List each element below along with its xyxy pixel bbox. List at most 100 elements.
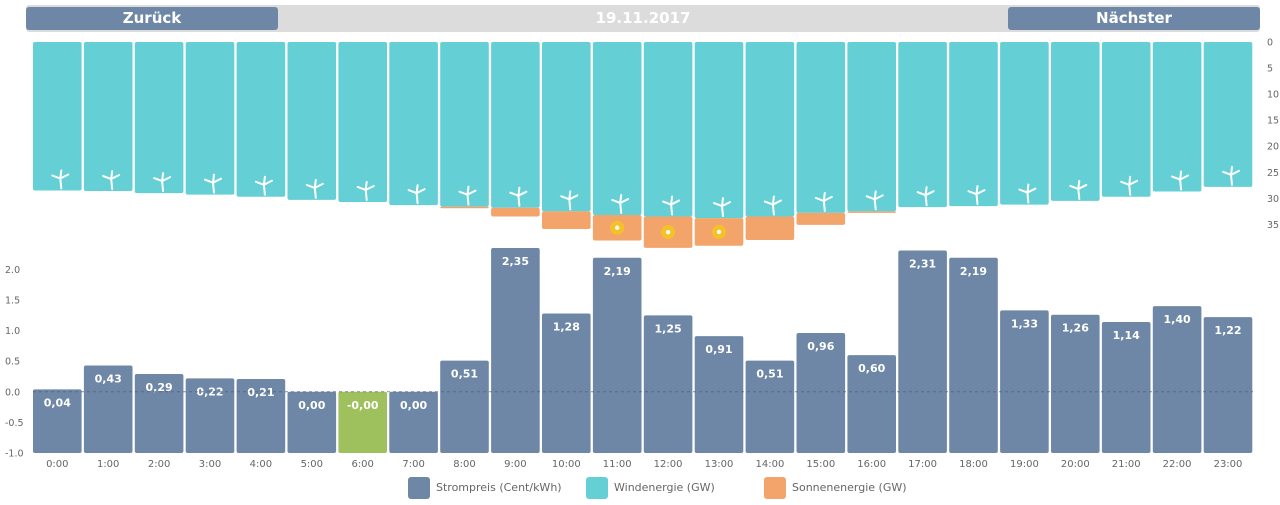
price-bar[interactable] [694, 336, 744, 453]
wind-bar[interactable] [643, 42, 693, 217]
price-bar[interactable] [440, 360, 489, 453]
energy-y-tick-label: 25 [1267, 168, 1279, 179]
solar-bar[interactable] [491, 207, 540, 217]
wind-bar[interactable] [440, 42, 489, 207]
x-tick-label: 12:00 [654, 459, 683, 470]
x-tick-label: 15:00 [806, 459, 835, 470]
wind-bar[interactable] [745, 42, 795, 217]
x-tick-label: 0:00 [46, 459, 68, 470]
price-data-label: 0,00 [400, 399, 427, 412]
x-tick-label: 18:00 [959, 459, 988, 470]
price-bar[interactable] [491, 248, 540, 453]
wind-turbine-icon [51, 169, 70, 190]
x-tick-label: 17:00 [908, 459, 937, 470]
x-tick-label: 20:00 [1061, 459, 1090, 470]
wind-bar[interactable] [185, 42, 235, 195]
price-bar[interactable] [1203, 317, 1253, 453]
price-y-tick-label: 1.0 [5, 326, 20, 337]
wind-bar[interactable] [1152, 42, 1202, 192]
wind-bar[interactable] [33, 42, 82, 191]
x-tick-label: 7:00 [402, 459, 424, 470]
price-y-tick-label: -1.0 [5, 449, 24, 460]
energy-y-tick-label: 15 [1267, 116, 1279, 127]
price-bar[interactable] [83, 365, 133, 453]
price-data-label: 0,51 [756, 368, 783, 381]
back-button[interactable]: Zurück [26, 7, 278, 30]
x-tick-label: 3:00 [199, 459, 221, 470]
price-bar[interactable] [643, 315, 693, 453]
solar-bar[interactable] [745, 216, 795, 240]
x-tick-label: 13:00 [705, 459, 734, 470]
solar-bar[interactable] [542, 211, 591, 230]
price-bar[interactable] [592, 257, 642, 453]
price-data-label: 0,00 [298, 399, 325, 412]
price-bar[interactable] [898, 250, 947, 453]
energy-y-tick-label: 10 [1267, 90, 1279, 101]
wind-bar[interactable] [1101, 42, 1151, 197]
price-data-label: 1,25 [655, 322, 682, 335]
x-tick-label: 10:00 [552, 459, 581, 470]
solar-bar[interactable] [440, 206, 489, 209]
wind-bar[interactable] [236, 42, 286, 197]
wind-turbine-icon [1222, 165, 1240, 186]
wind-turbine-icon [967, 185, 986, 206]
price-bar[interactable] [338, 391, 387, 453]
x-tick-label: 23:00 [1214, 459, 1243, 470]
price-bar[interactable] [542, 313, 591, 453]
wind-bar[interactable] [1051, 42, 1100, 201]
price-bar[interactable] [1101, 322, 1151, 453]
price-data-label: 2,35 [502, 255, 529, 268]
price-bar[interactable] [1152, 306, 1202, 453]
wind-turbine-icon [509, 186, 528, 207]
price-bar[interactable] [745, 360, 795, 453]
wind-bar[interactable] [542, 42, 591, 212]
wind-bar[interactable] [1203, 42, 1253, 187]
price-bar[interactable] [389, 391, 438, 453]
price-data-label: 0,91 [705, 343, 732, 356]
wind-bar[interactable] [847, 42, 896, 212]
price-bar[interactable] [1000, 310, 1049, 453]
solar-bar[interactable] [847, 211, 896, 213]
price-y-tick-label: -0.5 [5, 418, 24, 429]
wind-bar[interactable] [83, 42, 133, 192]
price-data-label: 0,60 [858, 362, 885, 375]
price-bar[interactable] [236, 378, 286, 453]
solar-bar[interactable] [796, 212, 846, 225]
sun-icon [661, 225, 676, 240]
wind-bar[interactable] [949, 42, 998, 207]
wind-bar[interactable] [1000, 42, 1049, 205]
x-tick-label: 2:00 [148, 459, 170, 470]
wind-bar[interactable] [491, 42, 540, 208]
wind-turbine-icon [1018, 183, 1037, 204]
price-bar[interactable] [33, 389, 82, 453]
wind-turbine-icon [204, 173, 222, 194]
price-data-label: 0,21 [247, 386, 274, 399]
price-bar[interactable] [796, 333, 846, 453]
wind-bar[interactable] [287, 42, 337, 200]
price-bar[interactable] [185, 378, 235, 453]
wind-bar[interactable] [694, 42, 744, 219]
x-tick-label: 4:00 [250, 459, 272, 470]
x-tick-label: 14:00 [755, 459, 784, 470]
price-y-tick-label: 2.0 [5, 265, 20, 276]
wind-bar[interactable] [796, 42, 846, 213]
wind-turbine-icon [560, 190, 579, 211]
price-bar[interactable] [134, 374, 184, 453]
wind-bar[interactable] [389, 42, 438, 206]
x-tick-label: 8:00 [453, 459, 475, 470]
x-tick-label: 16:00 [857, 459, 886, 470]
wind-bar[interactable] [898, 42, 947, 208]
next-button[interactable]: Nächster [1008, 7, 1260, 30]
price-bar[interactable] [287, 391, 337, 453]
x-tick-label: 5:00 [301, 459, 323, 470]
x-tick-label: 19:00 [1010, 459, 1039, 470]
x-tick-label: 22:00 [1163, 459, 1192, 470]
price-data-label: 0,43 [95, 372, 122, 385]
wind-bar[interactable] [134, 42, 184, 194]
wind-bar[interactable] [338, 42, 387, 202]
price-bar[interactable] [847, 355, 896, 453]
wind-bar[interactable] [592, 42, 642, 215]
price-bar[interactable] [1051, 314, 1100, 453]
price-bar[interactable] [949, 257, 998, 453]
price-data-label: 0,96 [807, 340, 834, 353]
